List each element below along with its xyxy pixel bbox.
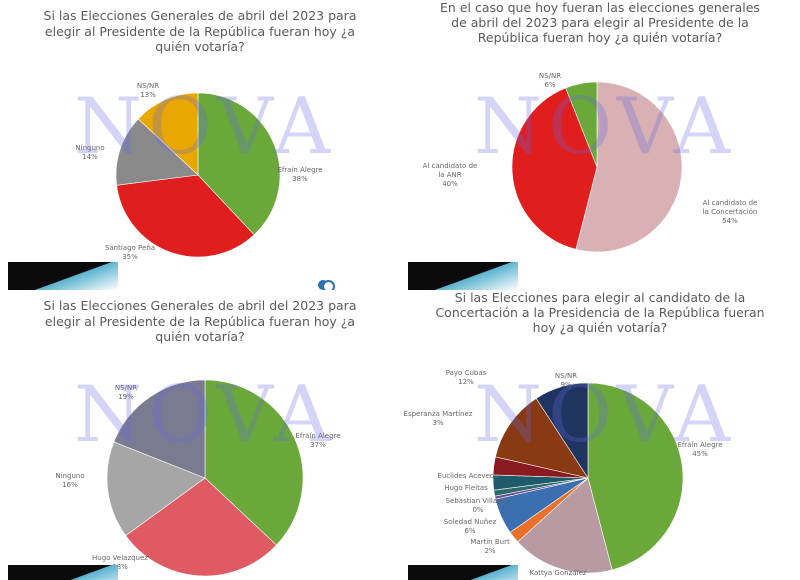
chart-panel-4: Si las Elecciones para elegir al candida… [400,290,800,580]
footer-bar [8,262,118,290]
pie-chart-1: Efraín Alegre 38% Santiago Peña 35% Ninguno 1… [75,82,322,261]
slice-label-efrain-alegre: Efraín Alegre 37% [295,432,340,449]
pie-slice-al-candidato-de-la-anr [511,87,598,250]
slice-label-hugo-fleitas: Hugo Fleitas [444,484,488,492]
chart-title: Si las Elecciones Generales de abril del… [43,298,357,344]
slice-label-al-candidato-de-la-anr: Al candidato de la ANR 40% [423,162,478,188]
pie-slice-al-candidato-de-la-concertacion [575,81,683,253]
pie-slice-ns-nr [113,379,206,479]
chart-title: En el caso que hoy fueran las elecciones… [440,0,760,45]
footer-bar [408,262,518,290]
chart-panel-2: En el caso que hoy fueran las elecciones… [400,0,800,290]
slice-label-kattya-gonzalez: Kattya González [530,569,587,577]
pie-chart-2: Al candidato de la Concertación 54% Al cand… [423,72,758,253]
pie-slice-payo-cubas [495,397,589,479]
slice-label-ns-nr: NS/NR 13% [137,82,159,99]
slice-label-ninguno: Ninguno 14% [75,144,104,161]
chart-panel-3: Si las Elecciones Generales de abril del… [0,290,400,580]
footer-bar [408,565,518,580]
pie-slice-ns-nr [137,92,199,176]
pie-chart-4: Efraín Alegre 45% Kattya González Martin Bu… [404,369,723,577]
slice-label-ninguno: Ninguno 16% [55,472,84,489]
pie-slice-efrain-alegre [204,379,304,546]
slice-label-esperanza-martinez: Esperanza Martínez 3% [404,410,473,427]
chart-panel-1: Si las Elecciones Generales de abril del… [0,0,400,290]
slice-label-ns-nr: NS/NR 6% [539,72,561,89]
slice-label-martin-burt: Martin Burt 2% [470,538,510,555]
pie-slice-ninguno [106,441,206,537]
slice-label-hugo-velazquez: Hugo Velazquez 28% [92,554,148,571]
slice-label-sebastian-villarejo: Sebastian Villarejo 0% [446,497,511,514]
pie-slice-efrain-alegre [197,92,281,236]
pie-slice-ns-nr [565,81,598,168]
slice-label-efrain-alegre: Efraín Alegre 45% [677,441,722,458]
slice-label-ns-nr: NS/NR 9% [555,372,577,389]
slice-label-al-candidato-de-la-concertacion: Al candidato de la Concertación 54% [703,199,758,225]
chart-title: Si las Elecciones Generales de abril del… [43,8,357,54]
logo-icon [318,280,335,290]
slice-label-efrain-alegre: Efraín Alegre 38% [277,166,322,183]
slice-label-soledad-nunez: Soledad Nuñez 6% [444,518,497,535]
pie-slice-ns-nr [535,382,589,480]
pie-slice-hugo-velazquez [125,477,277,577]
slice-label-payo-cubas: Payo Cubas 12% [446,369,487,386]
pie-slice-ninguno [115,118,199,186]
slice-label-ns-nr: NS/NR 19% [115,384,137,401]
footer-bar [8,565,118,580]
pie-slice-efrain-alegre [587,382,684,571]
slice-label-santiago-pena: Santiago Peña 35% [105,244,155,261]
pie-slice-kattya-gonzalez [517,477,613,574]
chart-title: Si las Elecciones para elegir al candida… [435,290,765,335]
slice-label-euclides-acevedo: Euclides Acevedo [437,472,498,480]
pie-slice-santiago-pena [116,174,255,258]
pie-chart-3: Efraín Alegre 37% Hugo Velazquez 28% Ninguno… [55,379,341,577]
